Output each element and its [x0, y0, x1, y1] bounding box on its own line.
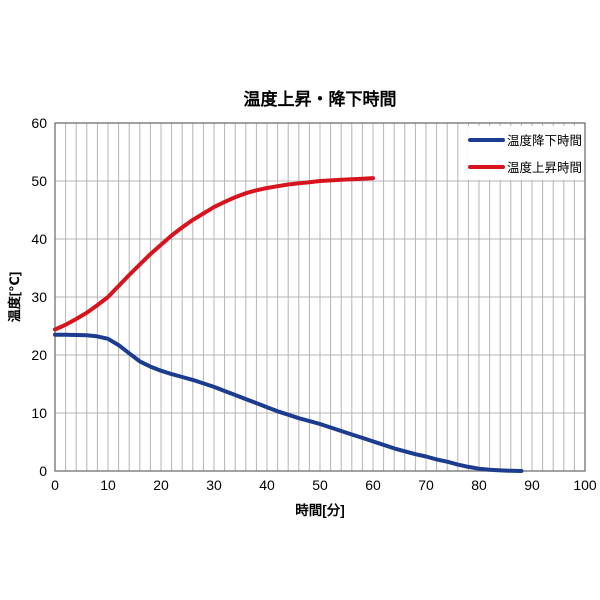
x-axis-title: 時間[分] — [295, 503, 345, 518]
y-tick-label: 20 — [31, 347, 47, 363]
y-tick-label: 0 — [39, 463, 47, 479]
x-tick-label: 50 — [312, 477, 328, 493]
plot-border — [54, 122, 586, 472]
chart-title: 温度上昇・降下時間 — [243, 90, 397, 109]
y-tick-label: 60 — [31, 115, 47, 131]
x-tick-label: 0 — [51, 477, 59, 493]
x-tick-label: 60 — [365, 477, 381, 493]
y-axis-title: 温度[℃] — [7, 271, 22, 323]
y-tick-label: 50 — [31, 173, 47, 189]
x-tick-label: 90 — [524, 477, 540, 493]
legend: 温度降下時間 温度上昇時間 — [468, 126, 584, 180]
legend-label-temp-fall: 温度降下時間 — [507, 134, 583, 148]
x-tick-label: 100 — [573, 477, 597, 493]
series-line-temp-rise — [53, 176, 375, 332]
series-line-temp-fall — [53, 332, 524, 473]
x-tick-label: 70 — [418, 477, 434, 493]
x-tick-label: 10 — [100, 477, 116, 493]
x-tick-label: 80 — [471, 477, 487, 493]
x-tick-label: 30 — [206, 477, 222, 493]
y-tick-label: 30 — [31, 289, 47, 305]
temp-fall-line-sample — [468, 137, 505, 142]
x-tick-label: 40 — [259, 477, 275, 493]
legend-label-temp-rise: 温度上昇時間 — [507, 161, 583, 175]
x-tick-label: 20 — [153, 477, 169, 493]
temp-rise-line-sample — [468, 164, 505, 169]
legend-item-temp-fall: 温度降下時間 — [468, 126, 584, 153]
legend-item-temp-rise: 温度上昇時間 — [468, 153, 584, 180]
y-tick-label: 40 — [31, 231, 47, 247]
y-tick-label: 10 — [31, 405, 47, 421]
